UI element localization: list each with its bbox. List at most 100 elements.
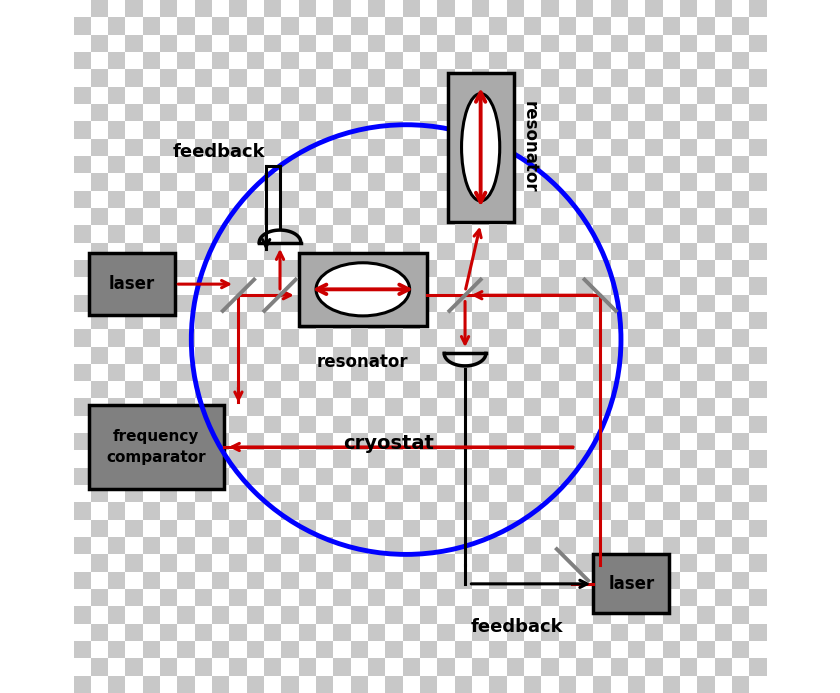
- Bar: [247, 104, 264, 121]
- Bar: [576, 468, 593, 485]
- Bar: [490, 346, 507, 364]
- Bar: [559, 173, 576, 191]
- Bar: [420, 520, 438, 537]
- Bar: [333, 624, 351, 641]
- Bar: [402, 589, 420, 606]
- Bar: [576, 450, 593, 468]
- Bar: [507, 606, 524, 624]
- Bar: [749, 17, 767, 35]
- Bar: [611, 398, 628, 416]
- Bar: [438, 225, 454, 243]
- Bar: [663, 381, 680, 398]
- Bar: [767, 572, 784, 589]
- Bar: [454, 191, 472, 208]
- Bar: [645, 35, 663, 52]
- Bar: [490, 485, 507, 502]
- Bar: [663, 398, 680, 416]
- Bar: [108, 554, 125, 572]
- Bar: [472, 295, 490, 312]
- Text: feedback: feedback: [173, 143, 265, 161]
- Bar: [160, 208, 177, 225]
- Bar: [490, 381, 507, 398]
- Bar: [645, 606, 663, 624]
- Bar: [645, 364, 663, 381]
- Bar: [490, 225, 507, 243]
- Bar: [316, 329, 333, 346]
- Bar: [663, 312, 680, 329]
- Bar: [438, 295, 454, 312]
- Bar: [177, 381, 195, 398]
- Bar: [316, 260, 333, 277]
- Bar: [593, 381, 611, 398]
- Bar: [213, 485, 229, 502]
- Bar: [264, 208, 281, 225]
- Bar: [281, 520, 299, 537]
- Bar: [593, 329, 611, 346]
- Bar: [715, 658, 732, 676]
- Bar: [91, 139, 108, 156]
- Bar: [229, 537, 247, 554]
- Bar: [524, 641, 541, 658]
- Bar: [628, 104, 645, 121]
- Bar: [611, 381, 628, 398]
- Bar: [749, 346, 767, 364]
- Bar: [697, 277, 715, 295]
- Bar: [316, 312, 333, 329]
- Bar: [438, 329, 454, 346]
- Bar: [576, 243, 593, 260]
- Bar: [125, 139, 143, 156]
- Bar: [715, 485, 732, 502]
- Bar: [680, 572, 697, 589]
- Bar: [160, 139, 177, 156]
- Bar: [715, 468, 732, 485]
- Bar: [767, 398, 784, 416]
- Bar: [386, 606, 402, 624]
- Bar: [663, 173, 680, 191]
- Bar: [732, 35, 749, 52]
- Bar: [541, 35, 559, 52]
- Bar: [490, 243, 507, 260]
- Bar: [333, 502, 351, 520]
- Bar: [160, 676, 177, 693]
- Bar: [195, 329, 213, 346]
- Bar: [281, 606, 299, 624]
- Bar: [333, 52, 351, 69]
- Bar: [333, 537, 351, 554]
- Bar: [767, 381, 784, 398]
- Bar: [611, 139, 628, 156]
- Bar: [74, 606, 91, 624]
- Bar: [749, 295, 767, 312]
- Text: resonator: resonator: [317, 353, 408, 371]
- Bar: [645, 329, 663, 346]
- Bar: [351, 416, 368, 433]
- Bar: [507, 554, 524, 572]
- Bar: [645, 485, 663, 502]
- Bar: [611, 676, 628, 693]
- Bar: [74, 139, 91, 156]
- Bar: [195, 295, 213, 312]
- Bar: [472, 87, 490, 104]
- Bar: [89, 253, 176, 315]
- Bar: [143, 416, 160, 433]
- Bar: [767, 243, 784, 260]
- Bar: [559, 572, 576, 589]
- Bar: [386, 641, 402, 658]
- Bar: [611, 104, 628, 121]
- Bar: [697, 104, 715, 121]
- Bar: [507, 364, 524, 381]
- Bar: [143, 312, 160, 329]
- Bar: [611, 450, 628, 468]
- Bar: [316, 606, 333, 624]
- Bar: [386, 346, 402, 364]
- Bar: [645, 0, 663, 17]
- Bar: [732, 485, 749, 502]
- Bar: [697, 225, 715, 243]
- Bar: [507, 156, 524, 173]
- Bar: [541, 329, 559, 346]
- Bar: [715, 572, 732, 589]
- Bar: [663, 641, 680, 658]
- Bar: [438, 87, 454, 104]
- Bar: [108, 624, 125, 641]
- Bar: [524, 139, 541, 156]
- Bar: [91, 295, 108, 312]
